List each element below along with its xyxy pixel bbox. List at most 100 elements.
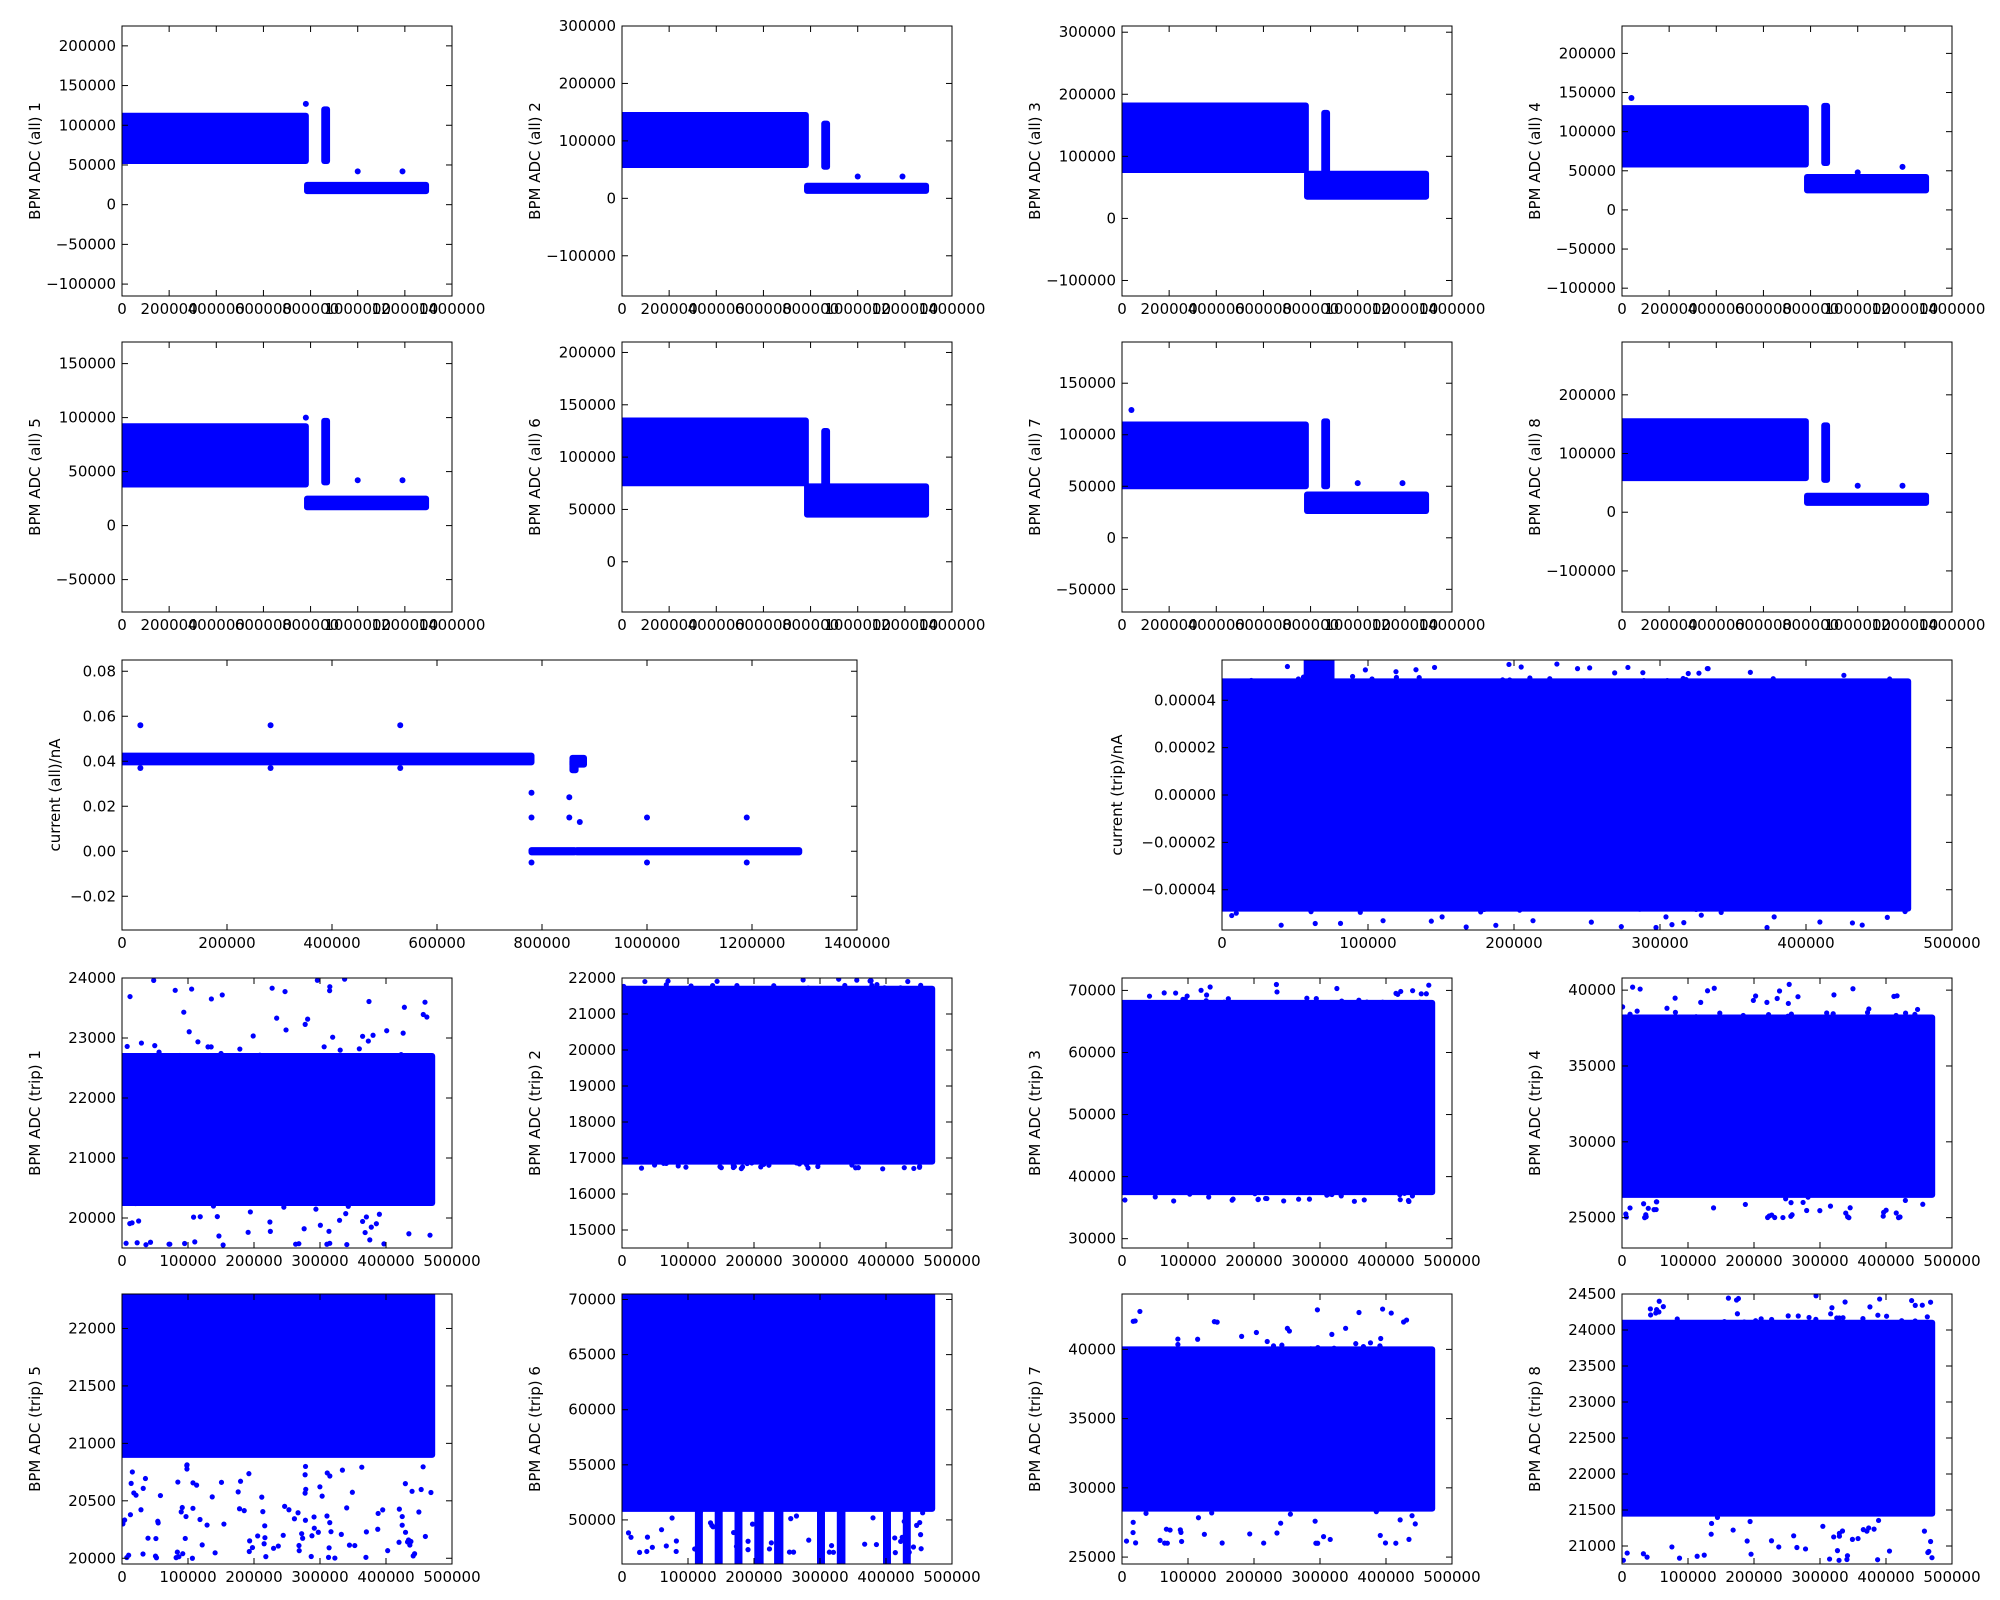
data-point bbox=[359, 1464, 365, 1470]
data-point bbox=[140, 1485, 146, 1491]
data-point bbox=[1617, 903, 1623, 909]
data-point bbox=[1924, 1314, 1930, 1320]
data-point bbox=[665, 978, 671, 984]
data-band bbox=[1122, 421, 1309, 490]
data-point bbox=[766, 1546, 773, 1552]
data-point bbox=[1642, 1215, 1648, 1221]
data-point bbox=[1817, 919, 1823, 925]
data-point bbox=[1130, 1519, 1136, 1525]
data-point bbox=[1225, 905, 1231, 911]
data-point bbox=[1351, 1198, 1357, 1204]
data-point bbox=[1130, 1529, 1136, 1536]
data-point bbox=[324, 1470, 330, 1476]
data-point bbox=[1817, 1208, 1823, 1214]
data-point bbox=[250, 1033, 256, 1039]
x-tick-label: 600000 bbox=[1235, 616, 1292, 634]
data-point bbox=[1122, 1197, 1128, 1203]
y-tick-label: 0 bbox=[606, 189, 616, 207]
x-tick-label: 100000 bbox=[159, 1568, 216, 1586]
data-point bbox=[641, 985, 647, 991]
data-point bbox=[155, 1518, 161, 1524]
x-tick-label: 200000 bbox=[1641, 300, 1698, 318]
data-point bbox=[422, 1533, 428, 1540]
x-tick-label: 300000 bbox=[291, 1252, 348, 1270]
y-tick-label: −0.00002 bbox=[1141, 833, 1216, 851]
data-point bbox=[1836, 1557, 1842, 1563]
data-point bbox=[245, 1229, 251, 1235]
data-point bbox=[714, 978, 720, 984]
x-tick-label: 800000 bbox=[282, 300, 339, 318]
data-point bbox=[1912, 1302, 1918, 1308]
y-tick-label: 30000 bbox=[1068, 1230, 1116, 1248]
x-tick-label: 400000 bbox=[1777, 934, 1834, 952]
data-point bbox=[849, 985, 855, 992]
data-band bbox=[734, 1505, 743, 1564]
data-point bbox=[127, 1512, 134, 1518]
data-point bbox=[189, 986, 195, 992]
data-band bbox=[821, 427, 831, 492]
data-point bbox=[1899, 163, 1906, 170]
data-point bbox=[697, 1509, 704, 1515]
data-point bbox=[302, 414, 309, 421]
data-point bbox=[1789, 1212, 1795, 1218]
data-point bbox=[1378, 1335, 1384, 1342]
x-tick-label: 0 bbox=[1617, 1568, 1627, 1586]
data-point bbox=[424, 1014, 430, 1020]
data-point bbox=[743, 859, 750, 866]
data-point bbox=[1786, 981, 1792, 987]
data-point bbox=[1369, 676, 1375, 682]
data-point bbox=[1703, 1511, 1709, 1517]
data-point bbox=[281, 1204, 287, 1210]
data-point bbox=[1393, 674, 1400, 681]
data-point bbox=[1862, 1320, 1868, 1326]
x-tick-label: 400000 bbox=[1357, 1252, 1414, 1270]
y-tick-label: 24000 bbox=[1568, 1321, 1616, 1339]
data-point bbox=[1500, 677, 1506, 683]
axes-frame bbox=[121, 659, 858, 931]
data-point bbox=[1672, 995, 1678, 1001]
data-point bbox=[296, 1548, 302, 1554]
data-point bbox=[744, 1160, 750, 1167]
y-tick-label: 0.00002 bbox=[1154, 739, 1216, 757]
data-point bbox=[1287, 1511, 1293, 1517]
data-point bbox=[237, 1478, 244, 1484]
data-point bbox=[1710, 1205, 1717, 1211]
y-tick-label: −50000 bbox=[56, 571, 116, 589]
data-point bbox=[124, 1554, 130, 1561]
x-tick-label: 100000 bbox=[659, 1568, 716, 1586]
data-point bbox=[151, 978, 157, 983]
data-point bbox=[899, 1534, 905, 1540]
data-point bbox=[756, 986, 763, 992]
data-band bbox=[1821, 422, 1831, 483]
y-axis-label: BPM ADC (all) 1 bbox=[26, 102, 44, 220]
data-point bbox=[1201, 1531, 1207, 1537]
data-point bbox=[354, 168, 361, 175]
data-point bbox=[625, 1530, 632, 1536]
data-point bbox=[280, 1532, 286, 1538]
data-band bbox=[1622, 105, 1809, 168]
data-point bbox=[1247, 1531, 1253, 1537]
data-point bbox=[1747, 669, 1753, 675]
data-point bbox=[380, 1507, 386, 1513]
data-point bbox=[1229, 912, 1235, 919]
data-point bbox=[1612, 670, 1618, 676]
data-point bbox=[734, 982, 740, 989]
data-point bbox=[179, 1504, 185, 1511]
axes-frame bbox=[121, 341, 453, 613]
data-point bbox=[129, 1220, 135, 1226]
data-point bbox=[757, 1528, 763, 1534]
data-point bbox=[1883, 1313, 1890, 1319]
x-tick-label: 1400000 bbox=[419, 616, 486, 634]
data-point bbox=[257, 1052, 263, 1058]
subplot-10: 0 100000 200000 300000 400000 500000 −0.00004 −… bbox=[1108, 659, 1981, 952]
data-point bbox=[124, 1043, 130, 1050]
data-point bbox=[920, 1510, 926, 1516]
data-point bbox=[710, 1524, 716, 1530]
data-point bbox=[1753, 993, 1759, 999]
x-tick-label: 200000 bbox=[141, 300, 198, 318]
y-tick-label: −100000 bbox=[1046, 271, 1116, 289]
data-point bbox=[1920, 1201, 1926, 1207]
x-tick-label: 800000 bbox=[1282, 300, 1339, 318]
x-tick-label: 300000 bbox=[791, 1252, 848, 1270]
data-point bbox=[349, 1489, 355, 1495]
